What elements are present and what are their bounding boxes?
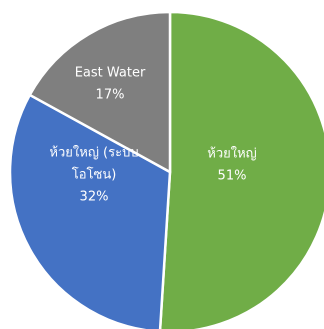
slice-name-label: ห้วยใหญ่ — [207, 146, 256, 162]
slice-percent-label: 32% — [80, 190, 109, 205]
pie-slice — [28, 10, 172, 174]
pie-slice — [8, 93, 172, 329]
slice-percent-label: 17% — [96, 88, 125, 103]
slice-name-label: โอโซน) — [72, 167, 117, 183]
slice-name-label: ห้วยใหญ่ (ระบบ — [49, 145, 138, 161]
slice-name-label: East Water — [75, 66, 146, 81]
slice-percent-label: 51% — [218, 169, 247, 184]
pie-slices — [8, 10, 324, 329]
pie-slice — [158, 10, 324, 329]
